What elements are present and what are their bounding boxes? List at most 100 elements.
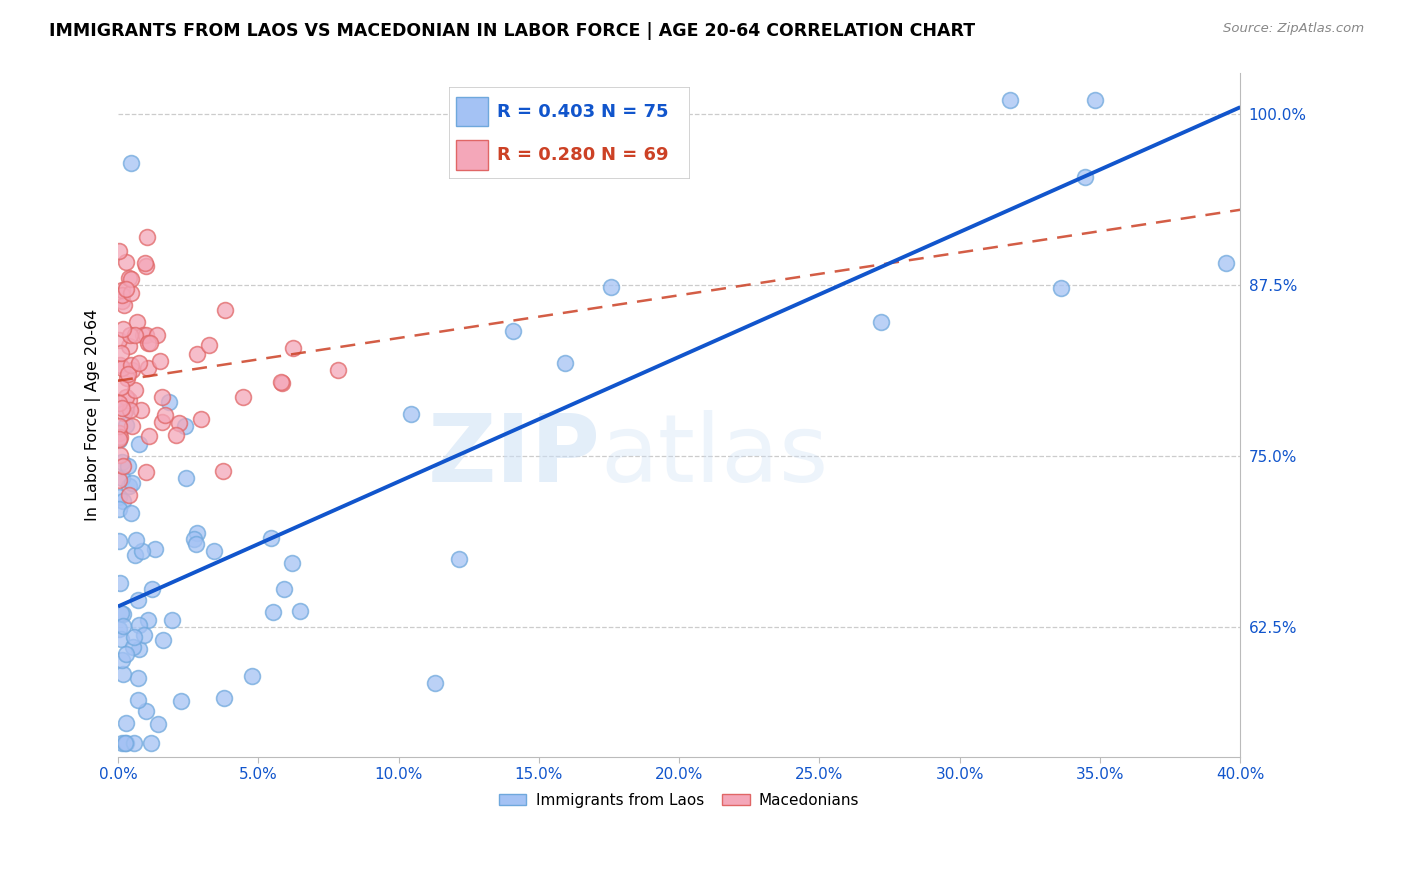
Point xyxy=(165,428,187,442)
Point xyxy=(117,270,139,285)
Point xyxy=(112,298,135,312)
Point xyxy=(111,401,134,416)
Point xyxy=(121,285,143,300)
Point xyxy=(1074,170,1097,185)
Point xyxy=(152,415,174,429)
Point xyxy=(135,704,157,718)
Point xyxy=(186,346,208,360)
Point xyxy=(447,552,470,566)
Point xyxy=(143,542,166,557)
Point xyxy=(128,437,150,451)
Point xyxy=(281,556,304,570)
Point xyxy=(115,417,138,432)
Point xyxy=(132,628,155,642)
Point xyxy=(115,390,138,404)
Point xyxy=(111,494,134,508)
Point xyxy=(124,630,146,644)
Point xyxy=(127,693,149,707)
Point xyxy=(111,471,134,485)
Point xyxy=(118,339,141,353)
Point xyxy=(124,548,146,562)
Point xyxy=(115,254,138,268)
Point xyxy=(146,716,169,731)
Point xyxy=(112,459,135,474)
Point xyxy=(401,407,423,421)
Point xyxy=(115,371,138,385)
Text: atlas: atlas xyxy=(600,410,828,502)
Point xyxy=(115,647,138,661)
Point xyxy=(110,380,132,394)
Point xyxy=(108,491,131,505)
Point xyxy=(120,506,142,520)
Point xyxy=(190,411,212,425)
Point xyxy=(1050,280,1073,294)
Point xyxy=(131,328,153,343)
Point xyxy=(186,536,208,550)
Point xyxy=(136,613,159,627)
Point xyxy=(112,406,135,420)
Point xyxy=(232,390,254,404)
Point xyxy=(290,604,312,618)
Point xyxy=(120,155,142,169)
Point xyxy=(111,293,134,308)
Point xyxy=(202,543,225,558)
Point xyxy=(127,672,149,686)
Point xyxy=(121,363,143,377)
Point xyxy=(136,336,159,351)
Point xyxy=(152,391,174,405)
Point xyxy=(120,403,142,417)
Point xyxy=(111,283,134,297)
Point xyxy=(111,361,134,376)
Point xyxy=(120,271,142,285)
Point xyxy=(110,346,132,360)
Point xyxy=(1215,256,1237,270)
Point xyxy=(131,543,153,558)
Point xyxy=(599,279,621,293)
Point xyxy=(111,322,134,336)
Point xyxy=(117,478,139,492)
Point xyxy=(136,230,159,244)
Point xyxy=(328,363,350,377)
Point xyxy=(281,341,304,355)
Point xyxy=(214,691,236,706)
Point xyxy=(240,669,263,683)
Point xyxy=(260,531,283,545)
Point xyxy=(124,383,146,397)
Point xyxy=(125,315,148,329)
Point xyxy=(139,336,162,351)
Point xyxy=(1084,93,1107,107)
Point xyxy=(270,375,292,389)
Point xyxy=(118,488,141,502)
Point xyxy=(214,302,236,317)
Point xyxy=(135,328,157,343)
Point xyxy=(111,653,134,667)
Point xyxy=(128,356,150,370)
Point xyxy=(117,459,139,474)
Point xyxy=(115,401,138,416)
Point xyxy=(998,93,1021,107)
Text: ZIP: ZIP xyxy=(427,410,600,502)
Point xyxy=(502,324,524,338)
Point xyxy=(111,619,134,633)
Point xyxy=(108,333,131,347)
Y-axis label: In Labor Force | Age 20-64: In Labor Force | Age 20-64 xyxy=(86,309,101,521)
Point xyxy=(212,464,235,478)
Point xyxy=(114,736,136,750)
Point xyxy=(153,409,176,423)
Point xyxy=(108,533,131,548)
Point xyxy=(111,736,134,750)
Point xyxy=(108,425,131,440)
Point xyxy=(111,666,134,681)
Point xyxy=(111,455,134,469)
Text: IMMIGRANTS FROM LAOS VS MACEDONIAN IN LABOR FORCE | AGE 20-64 CORRELATION CHART: IMMIGRANTS FROM LAOS VS MACEDONIAN IN LA… xyxy=(49,22,976,40)
Point xyxy=(114,736,136,750)
Point xyxy=(108,434,131,448)
Point xyxy=(160,614,183,628)
Point xyxy=(173,419,195,434)
Point xyxy=(135,259,157,273)
Point xyxy=(183,533,205,547)
Point xyxy=(128,617,150,632)
Point xyxy=(108,473,131,487)
Point xyxy=(108,502,131,516)
Point xyxy=(120,359,142,373)
